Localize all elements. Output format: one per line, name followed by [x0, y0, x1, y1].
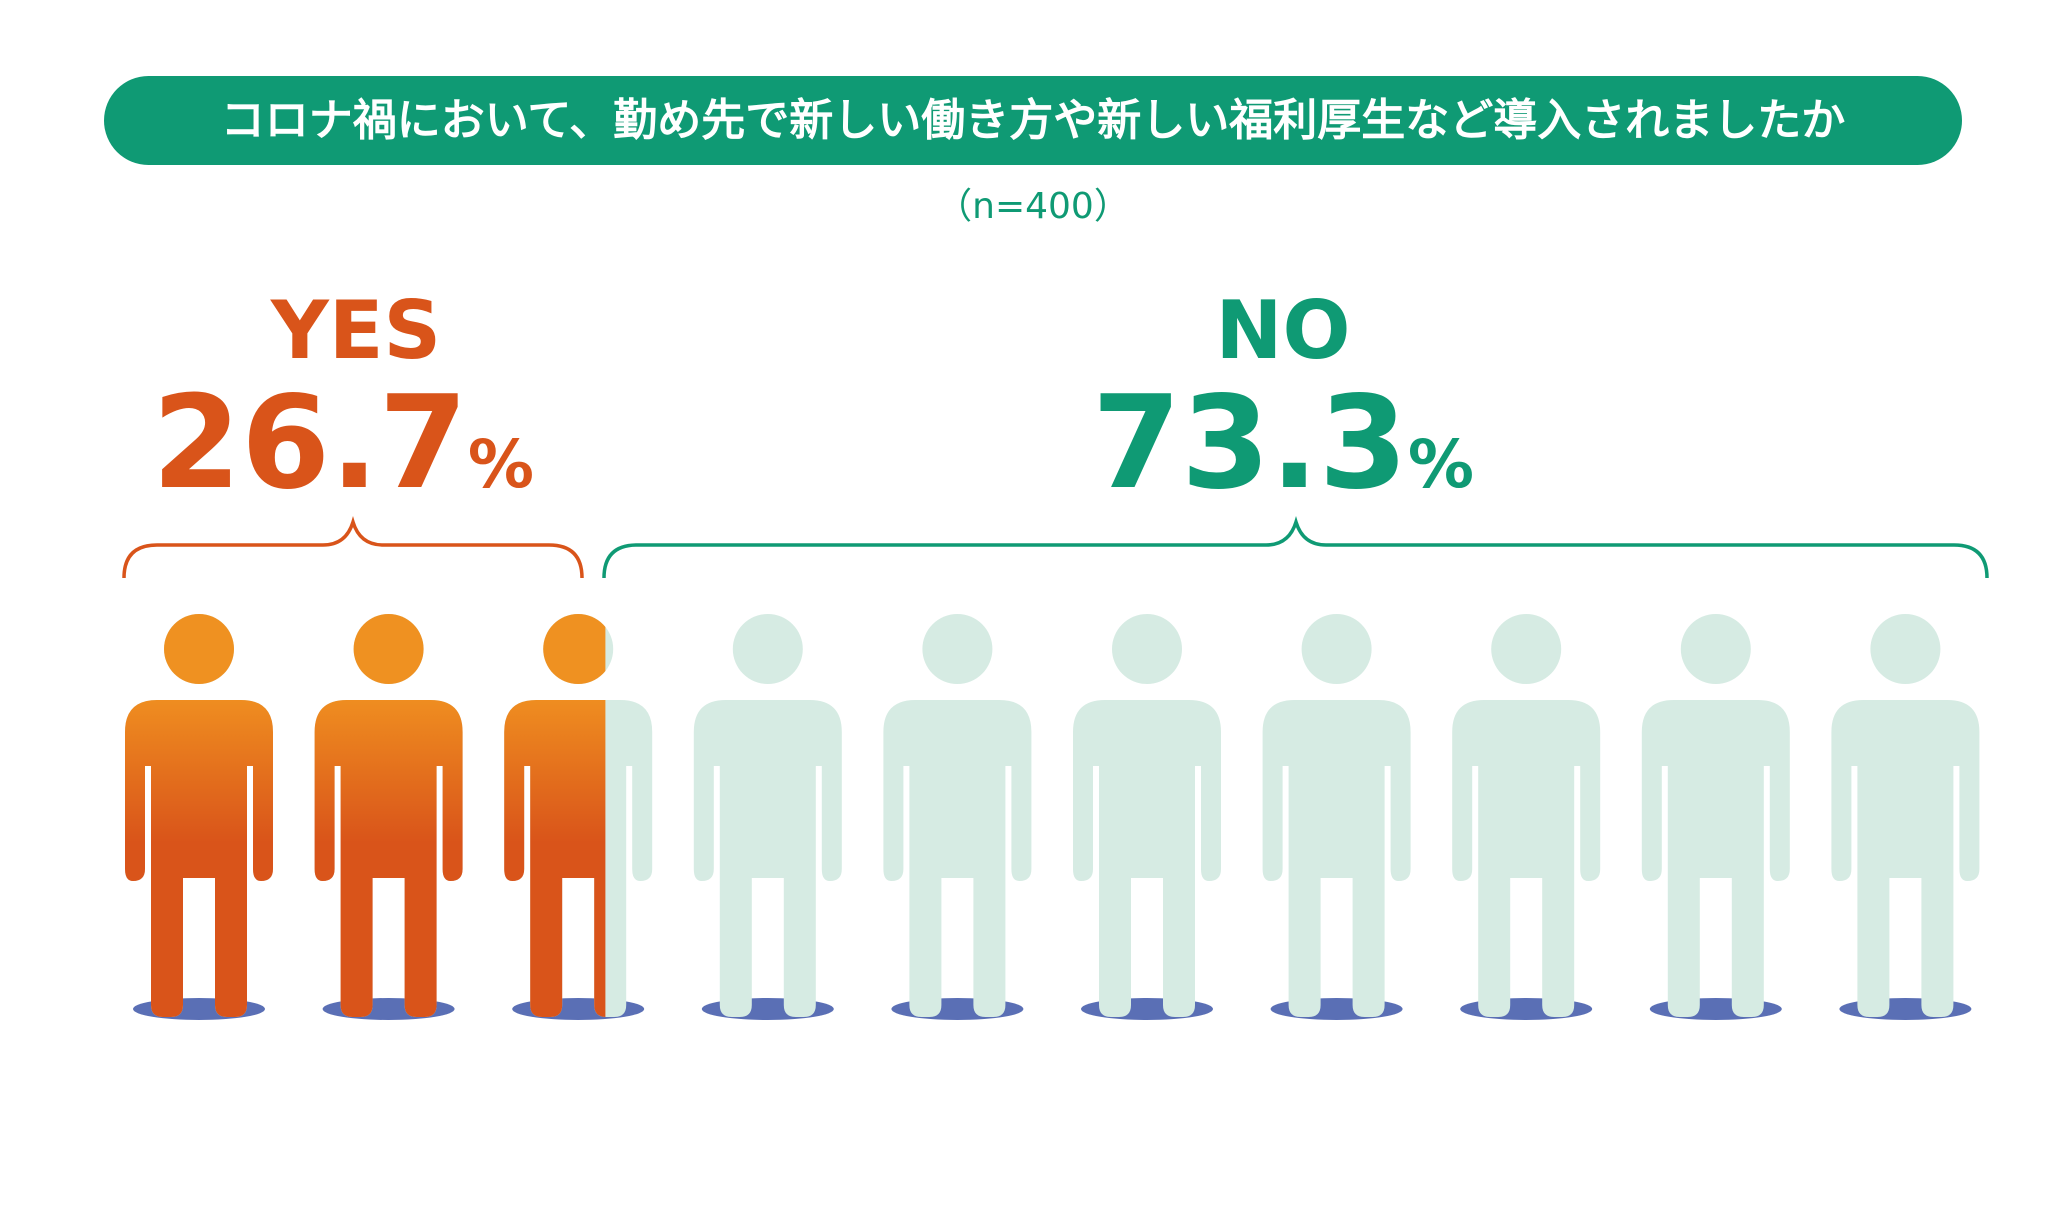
yes-value-unit: %: [468, 426, 534, 503]
person-icon-no: [1452, 614, 1601, 1017]
person-icon-yes: [504, 614, 606, 1017]
yes-value: 26.7%: [152, 369, 534, 518]
person-icon-no: [883, 614, 1032, 1017]
title-banner: [104, 76, 1962, 165]
person-head: [164, 614, 234, 684]
chart-subtitle: （n=400）: [936, 186, 1130, 227]
chart-title: コロナ禍において、勤め先で新しい働き方や新しい福利厚生など導入されましたか: [221, 95, 1845, 146]
yes-label: YES: [270, 284, 441, 377]
person-body: [504, 700, 606, 1017]
person-icon-no: [1831, 614, 1980, 1017]
no-label: NO: [1216, 284, 1351, 377]
person-icon-no: [1073, 614, 1221, 1017]
no-brace: [602, 515, 1989, 579]
person-body: [125, 700, 273, 1017]
person-head: [353, 614, 424, 684]
yes-figures: [125, 614, 606, 1017]
person-icon-no: [1262, 614, 1411, 1017]
person-body: [314, 700, 463, 1017]
person-icon-yes: [314, 614, 463, 1017]
person-icon-yes: [125, 614, 273, 1017]
no-value-number: 73.3: [1092, 369, 1408, 518]
yes-value-number: 26.7: [152, 369, 468, 518]
yes-brace: [122, 515, 584, 579]
person-icon-no: [693, 614, 842, 1017]
no-value-unit: %: [1408, 426, 1474, 503]
no-value: 73.3%: [1092, 369, 1474, 518]
person-head: [543, 614, 606, 684]
person-icon-no: [1641, 614, 1790, 1017]
